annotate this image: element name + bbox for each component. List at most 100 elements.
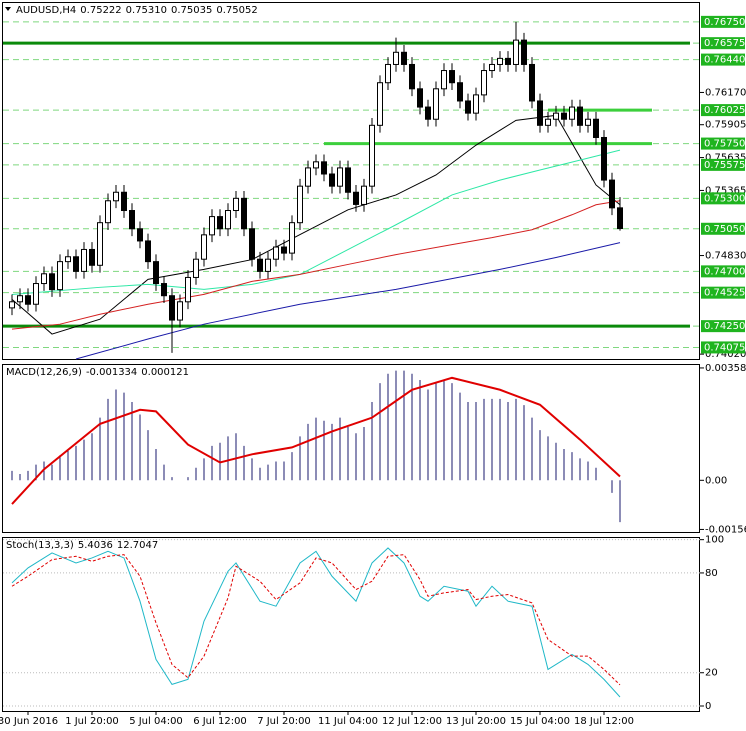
candle-body	[449, 70, 455, 84]
candle-body	[257, 258, 263, 272]
candle-body	[9, 301, 15, 309]
candle-body	[313, 161, 319, 169]
macd-panel	[2, 364, 700, 533]
candle-body	[585, 118, 591, 126]
candle-body	[593, 118, 599, 138]
stoch-value: 5.4036	[78, 540, 113, 551]
stoch-value: 12.7047	[117, 540, 158, 551]
price-panel	[2, 2, 700, 360]
moving-average	[75, 242, 621, 360]
macd-title: MACD(12,26,9)	[6, 367, 82, 378]
candle-body	[569, 106, 575, 120]
candle-body	[393, 51, 399, 65]
stoch-line	[11, 554, 621, 686]
candle-body	[281, 246, 287, 254]
x-tick-label: 7 Jul 20:00	[257, 716, 311, 727]
candle-body	[161, 283, 167, 297]
candle-body	[57, 261, 63, 291]
level-label: 0.74075	[704, 342, 745, 353]
level-label: 0.75050	[704, 224, 745, 235]
level-label-bg	[701, 158, 745, 171]
candle-body	[617, 207, 623, 230]
candle-body	[113, 191, 119, 202]
level-label: 0.75300	[704, 193, 745, 204]
candle-body	[561, 112, 567, 120]
x-tick-label: 11 Jul 04:00	[318, 716, 378, 727]
candle-body	[249, 228, 255, 260]
level-label: 0.74250	[704, 321, 745, 332]
candle-body	[329, 173, 335, 187]
candle-body	[41, 273, 47, 285]
level-label: 0.76575	[704, 38, 745, 49]
level-label-bg	[701, 53, 745, 66]
candle-body	[425, 106, 431, 120]
candle-body	[289, 222, 295, 254]
candle-body	[553, 112, 559, 120]
x-tick-label: 13 Jul 20:00	[446, 716, 506, 727]
candle-body	[169, 295, 175, 321]
candle-body	[321, 161, 327, 175]
candle-body	[609, 179, 615, 209]
y-tick-label: 80	[705, 568, 718, 579]
level-label: 0.76440	[704, 55, 745, 66]
candle-body	[193, 258, 199, 278]
y-tick-label: 0.003586	[705, 363, 746, 374]
candle-body	[297, 185, 303, 224]
level-label-bg	[701, 286, 745, 299]
macd-layer: 0.003586 0.00 -0.001568	[11, 363, 746, 535]
stoch-panel	[2, 537, 700, 712]
candle-body	[201, 234, 207, 260]
y-tick-label: 20	[705, 668, 718, 679]
candle-body	[385, 63, 391, 84]
candle-body	[601, 136, 607, 181]
level-label-bg	[701, 222, 745, 235]
y-tick-label: 0.74830	[705, 251, 746, 262]
candle-body	[105, 200, 111, 224]
x-tick-label: 6 Jul 12:00	[193, 716, 247, 727]
level-label: 0.76750	[704, 17, 745, 28]
candle-body	[177, 301, 183, 321]
candle-body	[129, 210, 135, 230]
candle-body	[305, 167, 311, 187]
candle-body	[25, 295, 31, 305]
candle-body	[233, 197, 239, 212]
level-label-bg	[701, 320, 745, 333]
level-label: 0.76025	[704, 105, 745, 116]
candle-body	[537, 100, 543, 126]
candle-body	[145, 240, 151, 263]
level-label-bg	[701, 37, 745, 50]
candle-body	[121, 191, 127, 212]
candle-body	[577, 106, 583, 126]
candle-body	[137, 228, 143, 242]
x-tick-label: 12 Jul 12:00	[382, 716, 442, 727]
candle-body	[73, 256, 79, 272]
price-title: AUDUSD,H4	[16, 5, 76, 16]
candle-body	[521, 39, 527, 65]
stoch-line	[11, 547, 621, 698]
moving-average	[11, 200, 621, 330]
candle-body	[17, 295, 23, 303]
last-bar-value: 0.75035	[171, 5, 212, 16]
candle-body	[473, 94, 479, 114]
macd-value: -0.001334	[86, 367, 137, 378]
last-bar-value: 0.75222	[80, 5, 121, 16]
candle-body	[353, 191, 359, 205]
y-tick-label: 0	[705, 701, 711, 712]
candle-body	[81, 248, 87, 272]
y-tick-label: -0.001568	[705, 524, 746, 535]
y-tick-label: 0.74020	[705, 349, 746, 360]
dropdown-arrow[interactable]	[5, 7, 11, 11]
y-tick-label: 0.75905	[705, 120, 746, 131]
y-tick-label: 0.75635	[705, 153, 746, 164]
macd-value: 0.000121	[141, 367, 189, 378]
headers: AUDUSD,H4 MACD(12,26,9) Stoch(13,3,3) 0.…	[6, 5, 258, 551]
x-tick-label: 1 Jul 20:00	[65, 716, 119, 727]
candle-body	[377, 82, 383, 126]
candle-body	[153, 261, 159, 285]
candle-body	[337, 167, 343, 187]
last-bar-value: 0.75310	[126, 5, 167, 16]
candle-body	[273, 246, 279, 260]
y-tick-label: 0.76170	[705, 87, 746, 98]
